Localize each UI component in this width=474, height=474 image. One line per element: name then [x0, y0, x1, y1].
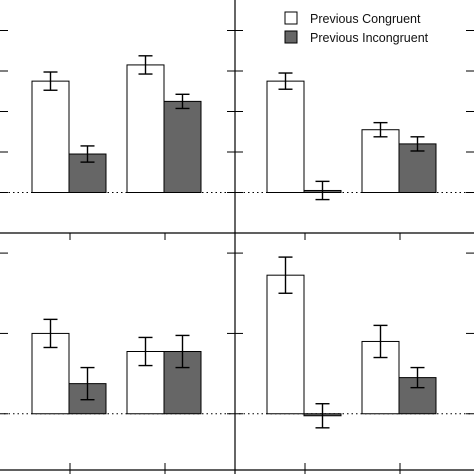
panel-top-right — [235, 30, 474, 240]
bar-previous-congruent-2 — [126, 64, 165, 193]
legend: Previous Congruent Previous Incongruent — [284, 11, 429, 45]
legend-swatch-previous-congruent — [284, 11, 298, 25]
bar-previous-congruent-1 — [31, 332, 70, 415]
bar-previous-congruent-1 — [266, 80, 305, 193]
panel-top-left — [0, 30, 235, 240]
bar-previous-congruent-1 — [266, 274, 305, 415]
legend-item-previous-incongruent: Previous Incongruent — [284, 30, 429, 45]
panel-bottom-right — [235, 252, 474, 474]
legend-item-previous-congruent: Previous Congruent — [284, 11, 421, 26]
bar-previous-congruent-2 — [361, 129, 400, 194]
panel-bottom-left — [0, 252, 235, 474]
legend-label-previous-congruent: Previous Congruent — [310, 12, 421, 26]
legend-label-previous-incongruent: Previous Incongruent — [310, 31, 429, 45]
legend-swatch-previous-incongruent — [284, 30, 298, 44]
bar-previous-congruent-1 — [31, 80, 70, 193]
bar-previous-incongruent-2 — [163, 100, 202, 193]
